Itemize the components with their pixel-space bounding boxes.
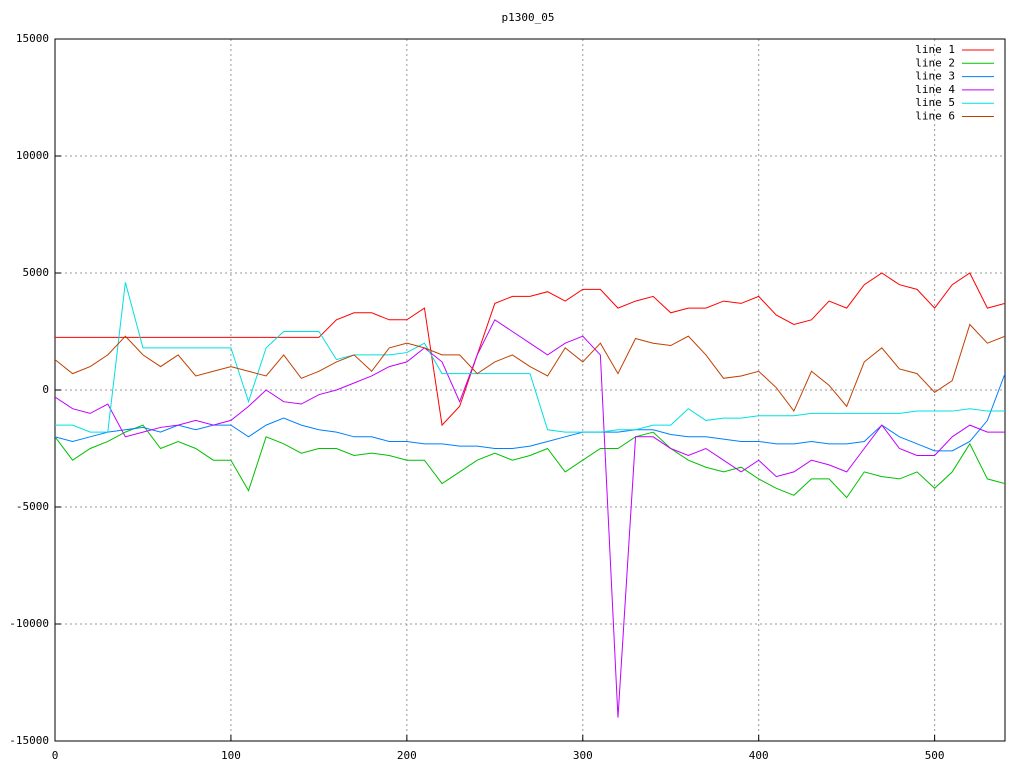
legend-label: line 6: [915, 110, 955, 123]
x-tick-label: 300: [573, 749, 593, 762]
legend-label: line 2: [915, 56, 955, 69]
x-tick-label: 0: [52, 749, 59, 762]
legend-label: line 5: [915, 96, 955, 109]
plot-frame: [54, 38, 1006, 742]
y-tick-label: -5000: [16, 500, 49, 513]
y-tick-label: 0: [42, 383, 49, 396]
y-tick-label: -15000: [9, 734, 49, 747]
data-line: [55, 319, 1005, 718]
x-tick-label: 400: [749, 749, 769, 762]
legend-label: line 3: [915, 70, 955, 83]
data-line: [55, 272, 1005, 427]
x-tick-label: 500: [925, 749, 945, 762]
legend-label: line 1: [915, 43, 955, 56]
x-tick-label: 200: [397, 749, 417, 762]
chart-title: p1300_05: [502, 11, 555, 24]
y-tick-label: -10000: [9, 617, 49, 630]
data-line: [55, 323, 1005, 413]
x-tick-label: 100: [221, 749, 241, 762]
data-line: [55, 424, 1005, 499]
y-tick-label: 15000: [16, 32, 49, 45]
y-tick-label: 5000: [23, 266, 50, 279]
legend-label: line 4: [915, 83, 955, 96]
data-line: [55, 282, 1005, 433]
y-tick-label: 10000: [16, 149, 49, 162]
